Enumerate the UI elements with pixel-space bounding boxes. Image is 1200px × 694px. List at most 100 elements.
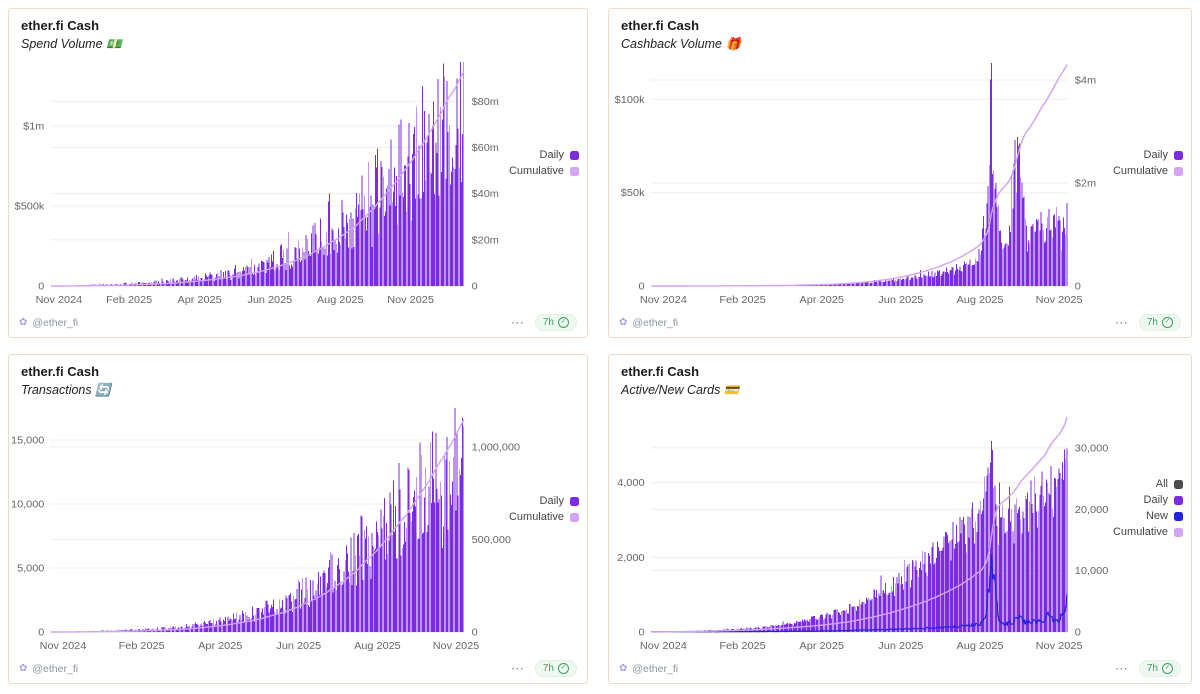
flower-icon: ✿	[19, 662, 28, 674]
freshness-badge[interactable]: 7h ✓	[534, 660, 577, 677]
chart-canvas: 0 2,000 4,000 0 10,000 20,000 30,000 Nov 2024 Fe…	[617, 417, 1109, 652]
flower-icon: ✿	[619, 316, 628, 328]
legend-swatch	[570, 166, 579, 176]
legend-item-daily[interactable]: Daily	[1144, 149, 1183, 161]
svg-text:0: 0	[638, 627, 644, 639]
freshness-badge[interactable]: 7h ✓	[1138, 314, 1181, 331]
legend-label: Daily	[539, 495, 564, 508]
panel-title: ether.fi Cash	[621, 364, 700, 379]
svg-text:5,000: 5,000	[17, 563, 44, 575]
attribution-handle[interactable]: @ether_fi	[632, 316, 679, 329]
chart-panel-cashback-volume: ether.fi Cash Cashback Volume 🎁 0 $50k $10…	[608, 8, 1192, 338]
svg-text:Feb 2025: Feb 2025	[719, 640, 765, 652]
legend-label: Daily	[1143, 149, 1168, 162]
legend-item-all[interactable]: All	[1156, 478, 1183, 490]
chart-panel-spend-volume: ether.fi Cash Spend Volume 💵 0 $500k $1m 0 $…	[8, 8, 588, 338]
panel-header: ether.fi Cash Active/New Cards 💳	[609, 355, 1191, 398]
legend-item-daily[interactable]: Daily	[540, 495, 579, 507]
svg-text:$4m: $4m	[1075, 75, 1096, 87]
svg-text:0: 0	[472, 281, 478, 293]
svg-text:Nov 2025: Nov 2025	[1036, 640, 1083, 652]
legend-item-cumulative[interactable]: Cumulative	[509, 165, 579, 177]
chart-area: 0 $50k $100k 0 $2m $4m Nov 2024 Feb 2025 Apr 202…	[609, 54, 1191, 310]
svg-text:$100k: $100k	[615, 94, 646, 106]
legend-swatch	[1174, 511, 1183, 521]
svg-text:Nov 2025: Nov 2025	[387, 294, 434, 306]
legend-swatch	[570, 150, 579, 160]
badge-age: 7h	[1146, 662, 1158, 674]
attribution-handle[interactable]: @ether_fi	[32, 662, 79, 675]
chart-area: 0 5,000 10,000 15,000 0 500,000 1,000,000 Nov 2…	[9, 400, 587, 656]
svg-text:Feb 2025: Feb 2025	[106, 294, 152, 306]
legend-swatch	[570, 496, 579, 506]
svg-text:$50k: $50k	[621, 188, 645, 200]
legend-swatch	[570, 512, 579, 522]
chart-canvas: 0 $500k $1m 0 $20m $40m $60m $80m Nov 2024 Feb 20…	[15, 62, 499, 306]
svg-text:Nov 2025: Nov 2025	[1036, 294, 1083, 306]
svg-text:1,000,000: 1,000,000	[472, 442, 521, 454]
panel-title: ether.fi Cash	[21, 18, 100, 33]
panel-subtitle: Active/New Cards 💳	[621, 382, 740, 397]
legend-item-daily[interactable]: Daily	[540, 149, 579, 161]
attribution-handle[interactable]: @ether_fi	[32, 316, 79, 329]
check-icon: ✓	[1162, 663, 1173, 674]
svg-text:Jun 2025: Jun 2025	[878, 294, 923, 306]
more-options-icon[interactable]: ⋯	[510, 315, 525, 330]
svg-text:Feb 2025: Feb 2025	[119, 640, 165, 652]
freshness-badge[interactable]: 7h ✓	[534, 314, 577, 331]
chart-legend: Daily Cumulative	[1113, 149, 1183, 177]
panel-footer: ✿ @ether_fi ⋯ 7h ✓	[609, 314, 1191, 337]
legend-label: Cumulative	[508, 165, 564, 178]
freshness-badge[interactable]: 7h ✓	[1138, 660, 1181, 677]
badge-age: 7h	[542, 316, 554, 328]
more-options-icon[interactable]: ⋯	[1114, 315, 1129, 330]
legend-item-cumulative[interactable]: Cumulative	[1113, 165, 1183, 177]
svg-text:Nov 2024: Nov 2024	[640, 294, 687, 306]
svg-text:Apr 2025: Apr 2025	[177, 294, 221, 306]
panel-subtitle: Spend Volume 💵	[21, 36, 122, 51]
legend-item-daily[interactable]: Daily	[1144, 494, 1183, 506]
svg-text:Nov 2024: Nov 2024	[640, 640, 687, 652]
legend-label: New	[1145, 510, 1168, 523]
chart-legend: Daily Cumulative	[509, 149, 579, 177]
legend-item-new[interactable]: New	[1146, 510, 1183, 522]
panel-footer: ✿ @ether_fi ⋯ 7h ✓	[9, 314, 587, 337]
chart-panel-active-new-cards: ether.fi Cash Active/New Cards 💳 0 2,000 4…	[608, 354, 1192, 684]
more-options-icon[interactable]: ⋯	[1114, 661, 1129, 676]
more-options-icon[interactable]: ⋯	[510, 661, 525, 676]
svg-text:0: 0	[638, 281, 644, 293]
svg-text:Aug 2025: Aug 2025	[956, 640, 1003, 652]
svg-text:Aug 2025: Aug 2025	[956, 294, 1003, 306]
svg-text:Aug 2025: Aug 2025	[317, 294, 364, 306]
svg-text:2,000: 2,000	[617, 552, 644, 564]
chart-panel-transactions: ether.fi Cash Transactions 🔄 0 5,000 10,00…	[8, 354, 588, 684]
panel-subtitle: Cashback Volume 🎁	[621, 36, 742, 51]
svg-text:0: 0	[472, 627, 478, 639]
panel-header: ether.fi Cash Transactions 🔄	[9, 355, 587, 398]
svg-text:4,000: 4,000	[617, 478, 644, 490]
svg-text:Feb 2025: Feb 2025	[719, 294, 765, 306]
legend-item-cumulative[interactable]: Cumulative	[509, 511, 579, 523]
svg-text:10,000: 10,000	[1075, 565, 1109, 577]
legend-label: Cumulative	[1112, 165, 1168, 178]
badge-age: 7h	[1146, 316, 1158, 328]
legend-item-cumulative[interactable]: Cumulative	[1113, 526, 1183, 538]
svg-text:$20m: $20m	[472, 235, 499, 247]
attribution-handle[interactable]: @ether_fi	[632, 662, 679, 675]
legend-label: Daily	[1143, 494, 1168, 507]
svg-text:Apr 2025: Apr 2025	[799, 294, 844, 306]
svg-text:15,000: 15,000	[11, 435, 44, 447]
svg-text:Aug 2025: Aug 2025	[354, 640, 401, 652]
svg-text:$2m: $2m	[1075, 178, 1096, 190]
svg-text:$40m: $40m	[472, 188, 499, 200]
panel-title: ether.fi Cash	[621, 18, 700, 33]
svg-text:500,000: 500,000	[472, 534, 511, 546]
footer-actions: ⋯ 7h ✓	[511, 660, 577, 677]
svg-text:Apr 2025: Apr 2025	[198, 640, 242, 652]
svg-text:Nov 2024: Nov 2024	[40, 640, 87, 652]
svg-text:$500k: $500k	[15, 201, 45, 213]
legend-label: Cumulative	[1112, 526, 1168, 539]
legend-label: All	[1155, 478, 1168, 491]
chart-legend: Daily Cumulative	[509, 495, 579, 523]
